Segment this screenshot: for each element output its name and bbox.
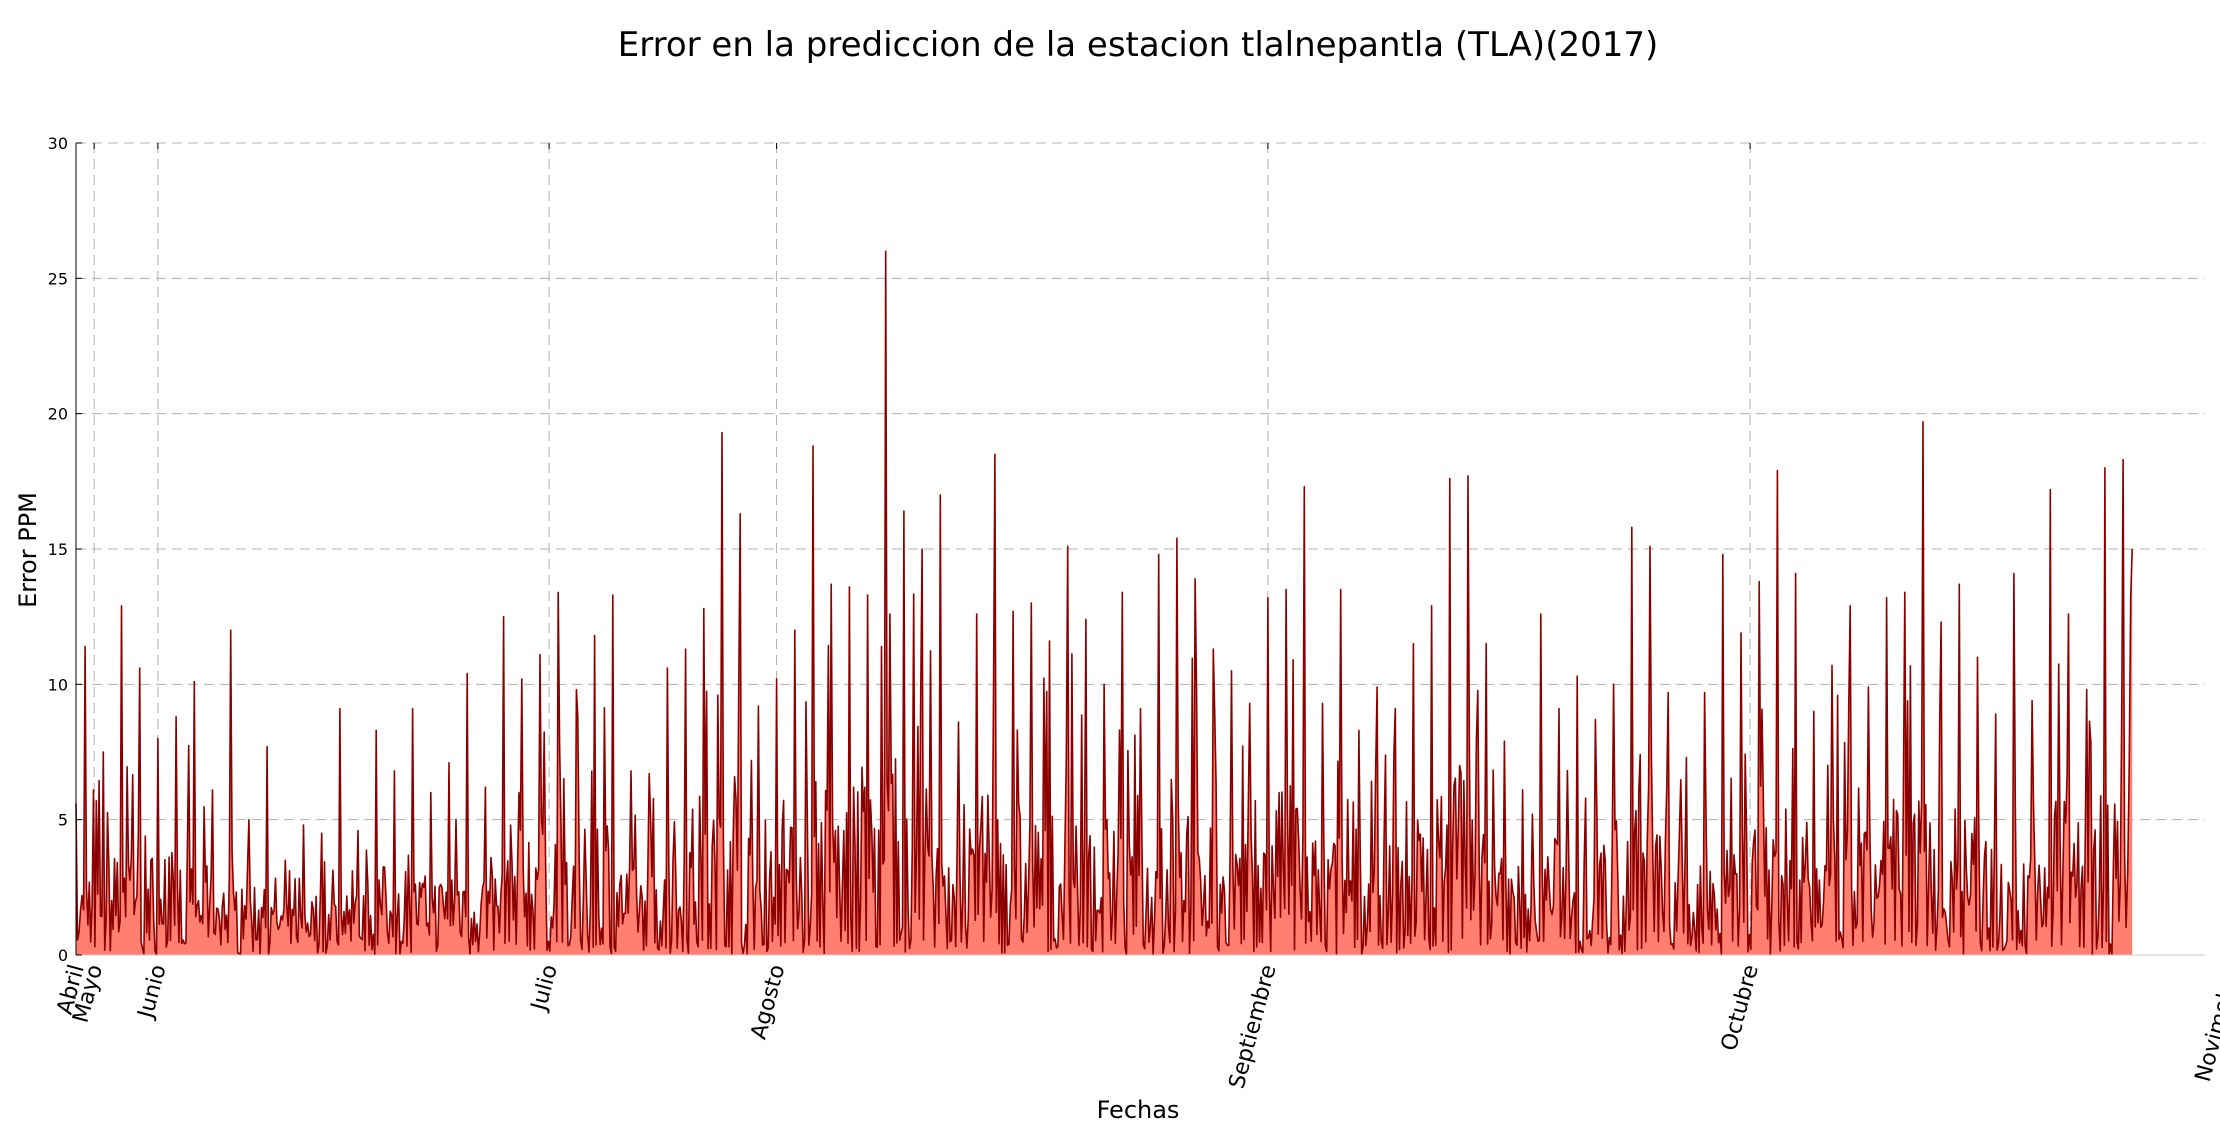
y-axis-ticks: 0 5 10 15 20 25 30 — [48, 134, 82, 965]
x-tick-label-3: Julio — [526, 962, 563, 1015]
y-tick-label-3: 15 — [48, 540, 68, 559]
error-series — [75, 250, 2133, 956]
error-area-fill — [76, 251, 2133, 956]
x-axis-label: Fechas — [1097, 1096, 1180, 1124]
y-tick-label-5: 25 — [48, 269, 68, 288]
x-tick-label-5: Septiembre — [1225, 962, 1282, 1091]
x-tick-label-6: Octubre — [1717, 962, 1764, 1054]
x-tick-label-2: Junio — [133, 962, 172, 1023]
y-tick-label-1: 5 — [58, 811, 68, 830]
x-tick-label-7: Novimebre — [2191, 962, 2220, 1084]
x-tick-label-4: Agosto — [747, 962, 791, 1042]
error-line — [75, 250, 2133, 956]
chart-title: Error en la prediccion de la estacion tl… — [618, 25, 1659, 65]
y-tick-label-6: 30 — [48, 134, 68, 153]
y-tick-label-4: 20 — [48, 405, 68, 424]
y-tick-label-0: 0 — [58, 946, 68, 965]
y-tick-label-2: 10 — [48, 675, 68, 694]
y-axis-label: Error PPM — [14, 492, 42, 608]
